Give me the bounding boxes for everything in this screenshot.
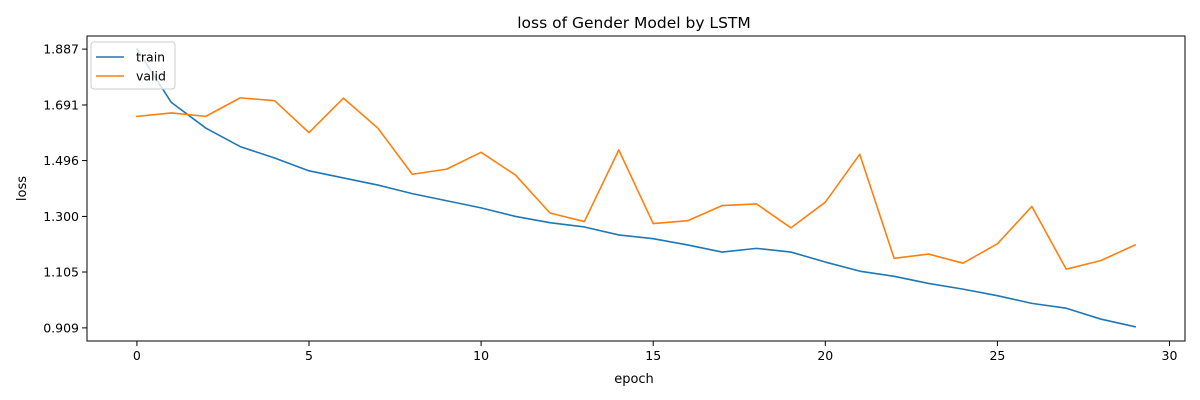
y-tick-label: 0.909 (43, 320, 79, 335)
y-tick-label: 1.496 (43, 153, 79, 168)
legend: train valid (90, 41, 176, 90)
x-tick-label: 10 (473, 348, 489, 363)
y-tick-label: 1.105 (43, 265, 79, 280)
y-axis-ticks: 0.909 1.105 1.300 1.496 1.691 1.887 (43, 42, 87, 335)
legend-label-valid: valid (136, 69, 166, 84)
legend-label-train: train (136, 50, 165, 65)
x-axis-label: epoch (614, 372, 654, 387)
x-tick-label: 0 (133, 348, 141, 363)
y-axis-label: loss (15, 176, 30, 201)
x-tick-label: 5 (305, 348, 313, 363)
x-axis-ticks: 0 5 10 15 20 25 30 (133, 341, 1178, 363)
legend-box (90, 41, 176, 90)
x-tick-label: 25 (989, 348, 1005, 363)
series-line-valid (136, 97, 1137, 270)
chart-title: loss of Gender Model by LSTM (517, 14, 751, 32)
x-tick-label: 15 (645, 348, 661, 363)
y-tick-label: 1.300 (43, 209, 79, 224)
series-lines (135, 48, 1137, 328)
plot-area: 0 5 10 15 20 25 30 0.909 1.105 1.300 1.496 1.691 1.… (43, 35, 1186, 363)
y-tick-label: 1.887 (43, 42, 79, 57)
y-tick-label: 1.691 (43, 97, 79, 112)
x-tick-label: 30 (1162, 348, 1178, 363)
series-line-train (135, 48, 1137, 328)
x-tick-label: 20 (817, 348, 833, 363)
